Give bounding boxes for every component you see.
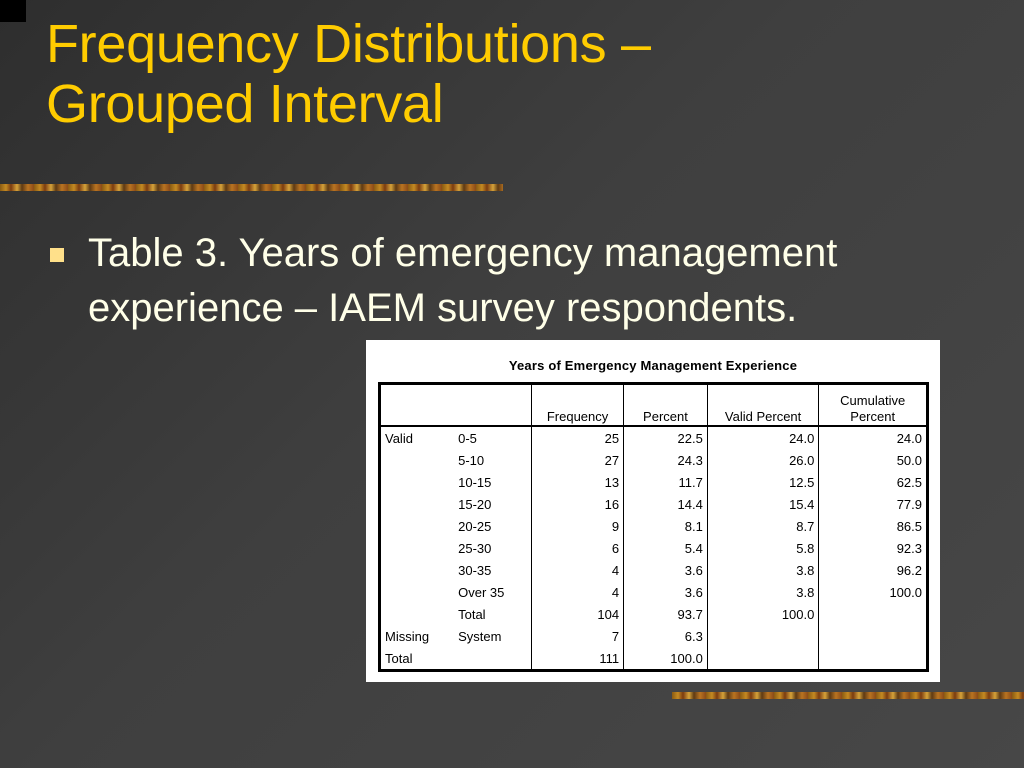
slide-title-line2: Grouped Interval	[46, 74, 444, 134]
cell-category: 25-30	[458, 540, 492, 556]
cell-cumulative-percent: 86.5	[818, 515, 928, 537]
table-row: Total 104 93.7 100.0	[380, 603, 928, 625]
cell-group	[380, 493, 455, 515]
cell-valid-percent: 100.0	[706, 603, 819, 625]
cell-percent: 5.4	[623, 537, 708, 559]
cell-group	[380, 471, 455, 493]
cell-percent: 22.5	[623, 426, 708, 449]
cell-category: 10-15	[458, 474, 492, 490]
cell-category: 20-25	[458, 518, 492, 534]
cell-group	[380, 559, 455, 581]
cell-frequency: 111	[531, 647, 624, 671]
cell-valid-percent	[706, 625, 819, 647]
cell-cumulative-percent	[818, 625, 928, 647]
cell-percent: 8.1	[623, 515, 708, 537]
cell-category: 30-35	[458, 562, 492, 578]
table-row: Missing System 7 6.3	[380, 625, 928, 647]
cell-cumulative-percent: 77.9	[818, 493, 928, 515]
bullet-text: Table 3. Years of emergency management e…	[88, 231, 838, 330]
bullet-item: Table 3. Years of emergency management e…	[50, 226, 930, 336]
frequency-table-panel: Years of Emergency Management Experience…	[366, 340, 940, 682]
table-header-row: Frequency Percent Valid Percent Cumulati…	[379, 383, 928, 427]
cell-category	[454, 647, 531, 671]
header-valid-percent: Valid Percent	[706, 383, 819, 427]
cell-percent: 100.0	[623, 647, 708, 671]
bullet-square-icon	[50, 248, 64, 262]
cell-frequency: 13	[531, 471, 624, 493]
cell-cumulative-percent: 92.3	[818, 537, 928, 559]
table-body: Valid 0-5 25 22.5 24.0 24.0 5-10 27 24.3 26.0 50.0…	[380, 426, 928, 671]
cell-group	[380, 515, 455, 537]
cell-cumulative-percent	[818, 603, 928, 625]
cell-valid-percent: 3.8	[706, 559, 819, 581]
cell-cumulative-percent: 62.5	[818, 471, 928, 493]
cell-cumulative-percent: 100.0	[818, 581, 928, 603]
cell-group	[380, 603, 455, 625]
header-cumulative-line2: Percent	[850, 409, 896, 424]
cell-valid-percent: 15.4	[706, 493, 819, 515]
table-row: 30-35 4 3.6 3.8 96.2	[380, 559, 928, 581]
cell-frequency: 27	[531, 449, 624, 471]
header-cumulative-line1: Cumulative	[840, 393, 906, 408]
cell-cumulative-percent: 96.2	[818, 559, 928, 581]
cell-category: Over 35	[458, 584, 505, 600]
table-caption: Years of Emergency Management Experience	[508, 358, 798, 373]
corner-mark	[0, 0, 26, 22]
cell-frequency: 7	[531, 625, 624, 647]
cell-category: 0-5	[458, 430, 477, 446]
cell-percent: 24.3	[623, 449, 708, 471]
decorative-divider-top	[0, 184, 503, 191]
header-frequency: Frequency	[531, 383, 624, 427]
cell-group: Valid	[385, 430, 413, 446]
cell-percent: 14.4	[623, 493, 708, 515]
table-row: 5-10 27 24.3 26.0 50.0	[380, 449, 928, 471]
slide-title: Frequency Distributions – Grouped Interv…	[46, 14, 946, 134]
cell-frequency: 9	[531, 515, 624, 537]
cell-frequency: 4	[531, 581, 624, 603]
cell-frequency: 6	[531, 537, 624, 559]
decorative-divider-bottom	[672, 692, 1024, 699]
table-row: 15-20 16 14.4 15.4 77.9	[380, 493, 928, 515]
cell-frequency: 104	[531, 603, 624, 625]
cell-frequency: 16	[531, 493, 624, 515]
cell-frequency: 25	[531, 426, 624, 449]
cell-group: Missing	[385, 628, 430, 644]
cell-cumulative-percent	[818, 647, 928, 671]
cell-valid-percent: 3.8	[706, 581, 819, 603]
cell-valid-percent: 5.8	[706, 537, 819, 559]
cell-group	[380, 537, 455, 559]
cell-percent: 6.3	[623, 625, 708, 647]
cell-valid-percent: 12.5	[706, 471, 819, 493]
header-cumulative-percent: Cumulative Percent	[818, 383, 928, 427]
cell-cumulative-percent: 24.0	[818, 426, 928, 449]
cell-valid-percent: 26.0	[706, 449, 819, 471]
cell-cumulative-percent: 50.0	[818, 449, 928, 471]
slide-title-line1: Frequency Distributions –	[46, 14, 651, 74]
cell-percent: 93.7	[623, 603, 708, 625]
cell-percent: 3.6	[623, 581, 708, 603]
cell-group	[380, 449, 455, 471]
cell-percent: 3.6	[623, 559, 708, 581]
header-percent: Percent	[623, 383, 708, 427]
cell-percent: 11.7	[623, 471, 708, 493]
cell-valid-percent: 24.0	[706, 426, 819, 449]
table-row: Valid 0-5 25 22.5 24.0 24.0	[380, 426, 928, 449]
header-group	[379, 383, 455, 427]
cell-valid-percent	[706, 647, 819, 671]
cell-category: System	[458, 628, 502, 644]
cell-valid-percent: 8.7	[706, 515, 819, 537]
cell-category: 5-10	[458, 452, 485, 468]
table-row: 20-25 9 8.1 8.7 86.5	[380, 515, 928, 537]
cell-category: Total	[458, 606, 486, 622]
cell-frequency: 4	[531, 559, 624, 581]
table-row: Over 35 4 3.6 3.8 100.0	[380, 581, 928, 603]
table-row: Total 111 100.0	[380, 647, 928, 671]
table-row: 25-30 6 5.4 5.8 92.3	[380, 537, 928, 559]
table-row: 10-15 13 11.7 12.5 62.5	[380, 471, 928, 493]
frequency-table: Frequency Percent Valid Percent Cumulati…	[378, 382, 929, 672]
cell-group	[380, 581, 455, 603]
header-category	[454, 383, 532, 427]
cell-group: Total	[385, 650, 413, 666]
cell-category: 15-20	[458, 496, 492, 512]
